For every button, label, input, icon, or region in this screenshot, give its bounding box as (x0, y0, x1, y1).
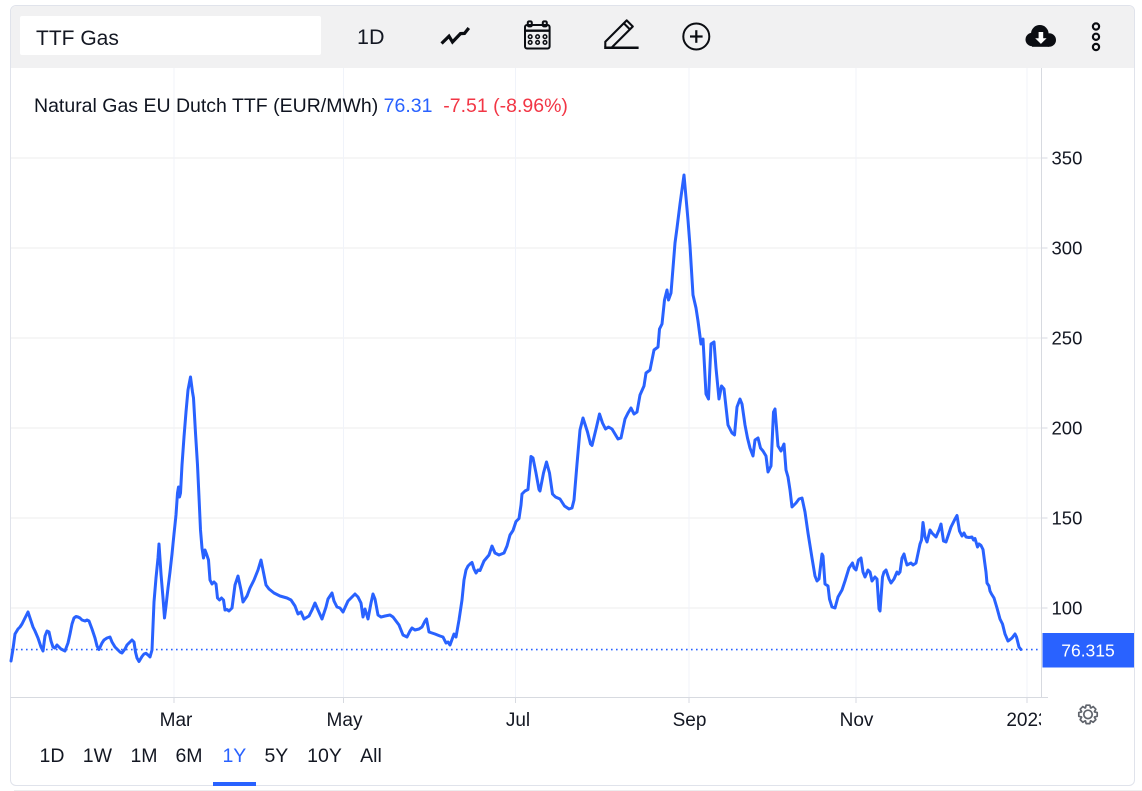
svg-text:300: 300 (1052, 238, 1083, 259)
svg-text:250: 250 (1052, 328, 1083, 349)
svg-text:Sep: Sep (673, 710, 707, 731)
svg-text:Jul: Jul (506, 710, 530, 731)
svg-text:Nov: Nov (840, 710, 874, 731)
svg-text:100: 100 (1052, 598, 1083, 619)
svg-text:350: 350 (1052, 148, 1083, 169)
svg-text:Mar: Mar (160, 710, 193, 731)
svg-text:2023: 2023 (1006, 710, 1048, 731)
svg-text:76.315: 76.315 (1061, 641, 1115, 661)
svg-text:200: 200 (1052, 418, 1083, 439)
svg-text:150: 150 (1052, 508, 1083, 529)
svg-text:May: May (327, 710, 363, 731)
